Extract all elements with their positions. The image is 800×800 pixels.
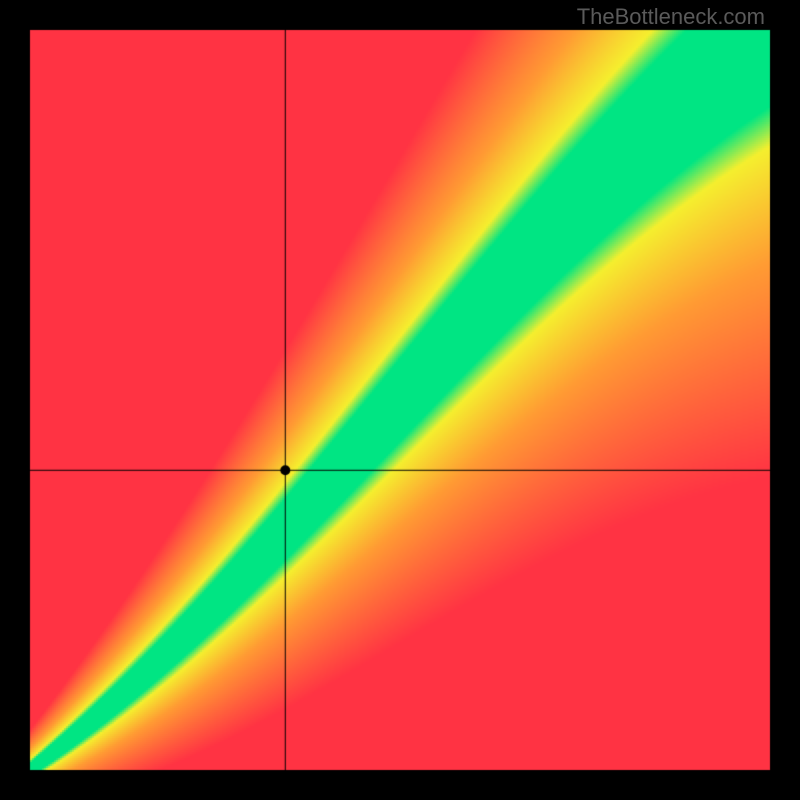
bottleneck-heatmap (0, 0, 800, 800)
watermark-text: TheBottleneck.com (577, 4, 765, 30)
